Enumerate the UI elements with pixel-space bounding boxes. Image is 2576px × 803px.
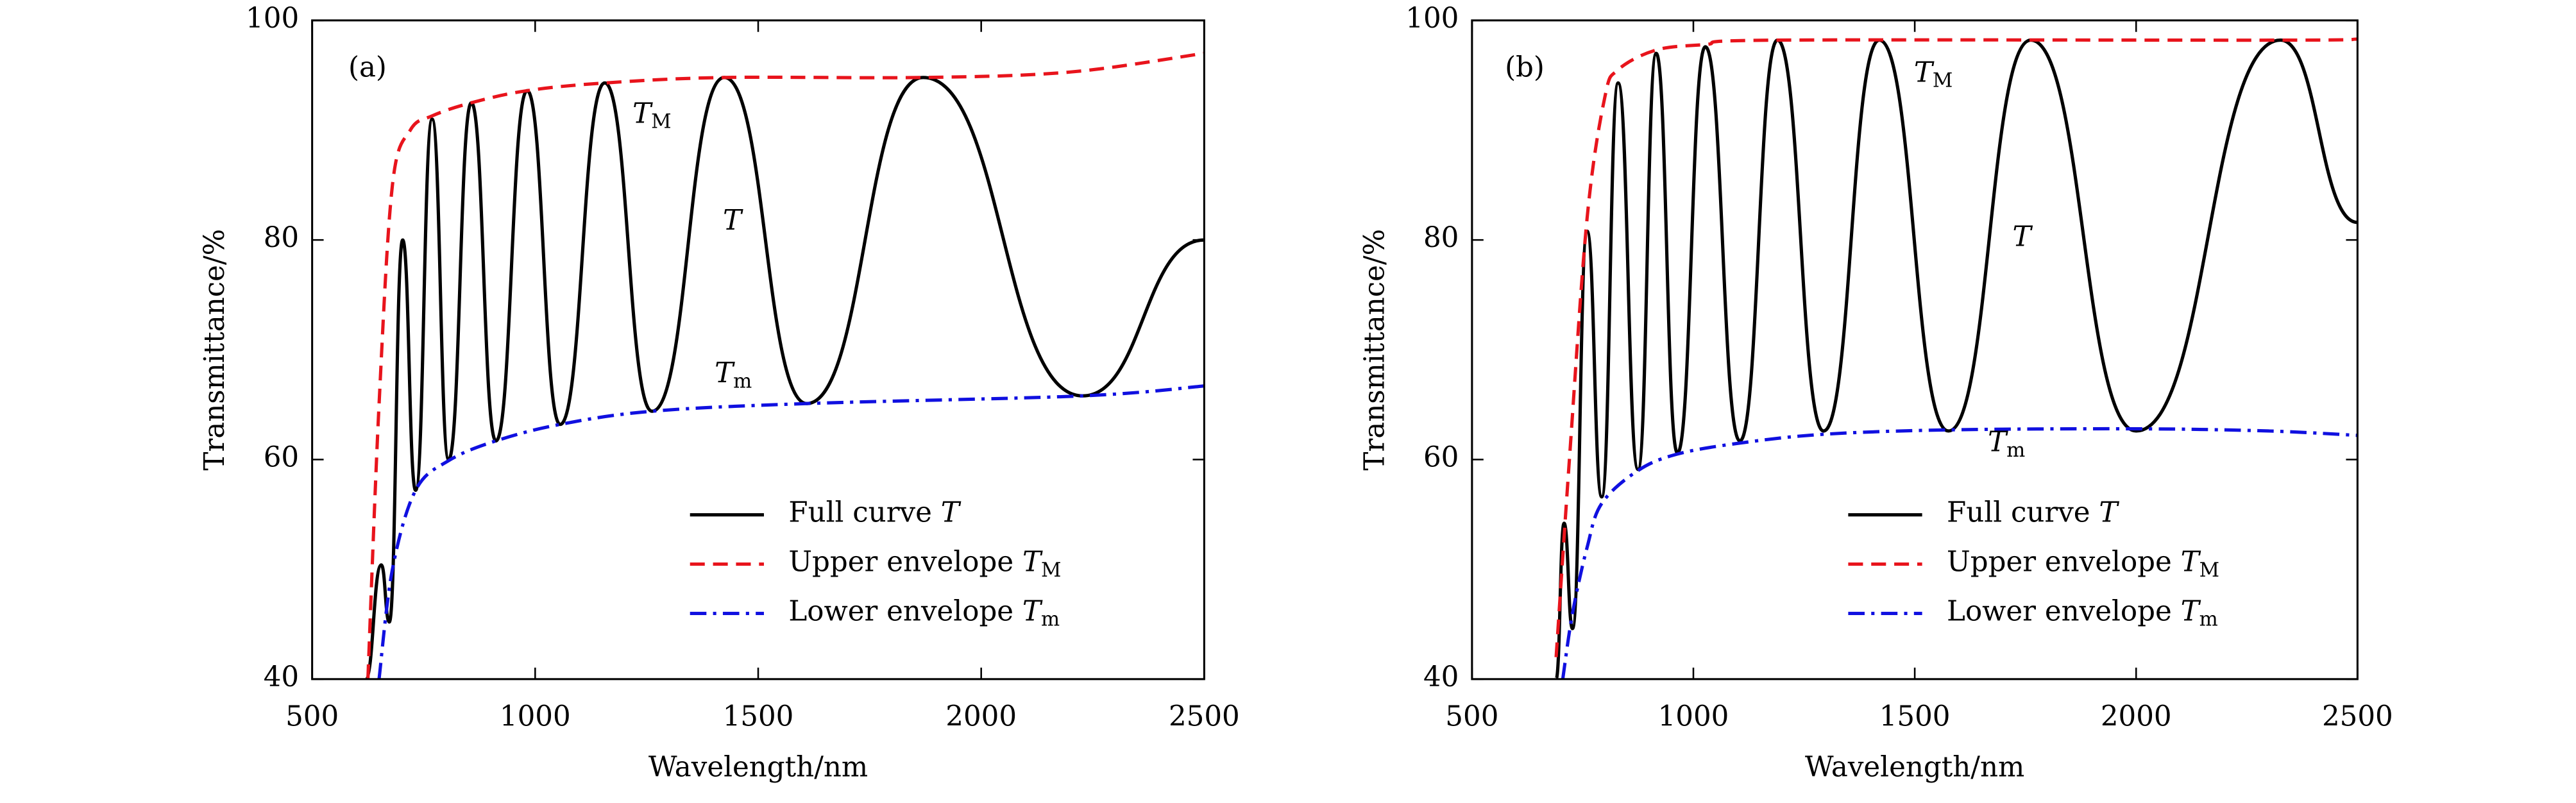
annotation: Tm (1988, 427, 2025, 462)
plot: 500 1000 1500 2000 2500 40 60 80 100 Wavelength/n… (1359, 3, 2393, 784)
legend-label: Upper envelope TM (1947, 546, 2219, 582)
y-tick-label: 40 (264, 661, 299, 693)
series-line (1561, 427, 2358, 679)
x-tick-label: 2500 (2322, 700, 2393, 732)
plot-frame (1471, 19, 2359, 680)
legend-label: Lower envelope Tm (788, 595, 1060, 630)
y-tick-label: 60 (1423, 441, 1459, 473)
y-tick-label: 40 (1423, 661, 1459, 693)
annotation: T (723, 205, 743, 237)
annotation: TM (1914, 56, 1953, 92)
series-line (377, 384, 1205, 679)
x-tick-label: 2000 (945, 700, 1017, 732)
annotation: T (2013, 221, 2033, 253)
x-axis-label: Wavelength/nm (648, 752, 868, 784)
series-line (366, 51, 1205, 679)
series-line (1554, 37, 2358, 657)
x-tick-label: 2500 (1169, 700, 1240, 732)
x-tick-label: 500 (1445, 700, 1498, 732)
series-line (364, 76, 1205, 679)
annotation: Tm (715, 357, 752, 393)
y-tick-label: 100 (1405, 3, 1459, 35)
x-tick-label: 2000 (2101, 700, 2172, 732)
legend-label: Lower envelope Tm (1947, 595, 2218, 630)
x-tick-label: 500 (285, 700, 339, 732)
x-tick-label: 1500 (723, 700, 794, 732)
y-tick-label: 80 (264, 222, 299, 254)
y-axis-label: Transmittance/% (1359, 229, 1391, 471)
x-axis-label: Wavelength/nm (1805, 752, 2024, 784)
series-line (1554, 38, 2358, 679)
legend-label: Full curve T (1947, 497, 2119, 529)
y-tick-label: 60 (264, 441, 299, 473)
x-tick-label: 1500 (1879, 700, 1951, 732)
y-axis-label: Transmittance/% (199, 229, 231, 471)
x-tick-label: 1000 (1658, 700, 1729, 732)
annotation: (a) (348, 52, 387, 84)
annotation: TM (632, 97, 672, 133)
plot: 500 1000 1500 2000 2500 40 60 80 100 Wavelength/n… (199, 3, 1240, 784)
y-tick-label: 80 (1423, 222, 1459, 254)
annotation: (b) (1505, 52, 1545, 84)
plot-frame (311, 19, 1205, 680)
legend-label: Full curve T (788, 497, 961, 529)
y-tick-label: 100 (246, 3, 299, 35)
x-tick-label: 1000 (500, 700, 571, 732)
legend-label: Upper envelope TM (788, 546, 1061, 582)
